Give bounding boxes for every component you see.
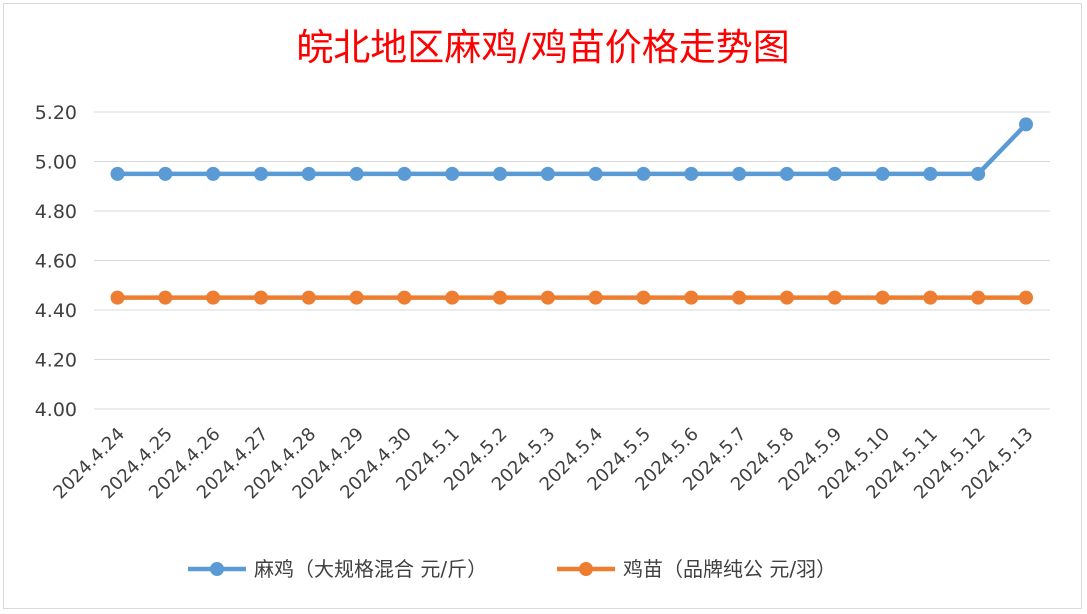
data-point <box>253 290 268 305</box>
data-point <box>158 166 173 181</box>
y-axis: 4.00 4.20 4.40 4.60 4.80 5.00 5.20 <box>35 102 77 421</box>
series-1 <box>110 117 1033 181</box>
y-tick-label: 4.00 <box>35 399 77 421</box>
data-point <box>588 166 603 181</box>
data-point <box>827 166 842 181</box>
data-point <box>349 166 364 181</box>
data-point <box>732 290 747 305</box>
series-lines <box>110 117 1033 305</box>
y-tick-label: 5.00 <box>35 152 77 174</box>
data-point <box>110 290 125 305</box>
data-point <box>923 290 938 305</box>
data-point <box>349 290 364 305</box>
y-tick-label: 4.60 <box>35 251 77 273</box>
data-point <box>301 290 316 305</box>
data-point <box>1019 117 1033 132</box>
data-point <box>779 290 794 305</box>
data-point <box>732 166 747 181</box>
data-point <box>684 290 699 305</box>
data-point <box>588 290 603 305</box>
legend-label: 鸡苗（品牌纯公 元/羽） <box>623 557 836 581</box>
data-point <box>971 290 986 305</box>
legend: 麻鸡（大规格混合 元/斤） 鸡苗（品牌纯公 元/羽） <box>188 557 836 581</box>
legend-item-1: 麻鸡（大规格混合 元/斤） <box>188 557 487 581</box>
chart-title: 皖北地区麻鸡/鸡苗价格走势图 <box>296 26 789 69</box>
chart-frame <box>3 3 1082 609</box>
data-point <box>540 290 555 305</box>
series-line <box>117 122 1028 177</box>
legend-label: 麻鸡（大规格混合 元/斤） <box>254 557 487 581</box>
data-point <box>493 166 508 181</box>
legend-marker <box>579 562 593 576</box>
data-point <box>301 166 316 181</box>
data-point <box>875 166 890 181</box>
y-tick-label: 5.20 <box>35 102 77 124</box>
gridlines <box>94 111 1050 410</box>
legend-item-2: 鸡苗（品牌纯公 元/羽） <box>557 557 836 581</box>
data-point <box>875 290 890 305</box>
y-tick-label: 4.80 <box>35 201 77 223</box>
series-2 <box>110 290 1033 305</box>
data-point <box>1019 290 1033 305</box>
data-point <box>779 166 794 181</box>
data-point <box>445 290 460 305</box>
data-point <box>827 290 842 305</box>
data-point <box>253 166 268 181</box>
data-point <box>540 166 555 181</box>
data-point <box>158 290 173 305</box>
data-point <box>110 166 125 181</box>
data-point <box>206 166 221 181</box>
data-point <box>684 166 699 181</box>
data-point <box>397 166 412 181</box>
data-point <box>206 290 221 305</box>
data-point <box>397 290 412 305</box>
y-tick-label: 4.40 <box>35 300 77 322</box>
x-axis: 2024.4.242024.4.252024.4.262024.4.272024… <box>49 424 1037 504</box>
data-point <box>636 290 651 305</box>
legend-marker <box>210 562 224 576</box>
data-point <box>445 166 460 181</box>
data-point <box>636 166 651 181</box>
data-point <box>923 166 938 181</box>
y-tick-label: 4.20 <box>35 350 77 372</box>
data-point <box>971 166 986 181</box>
data-point <box>493 290 508 305</box>
